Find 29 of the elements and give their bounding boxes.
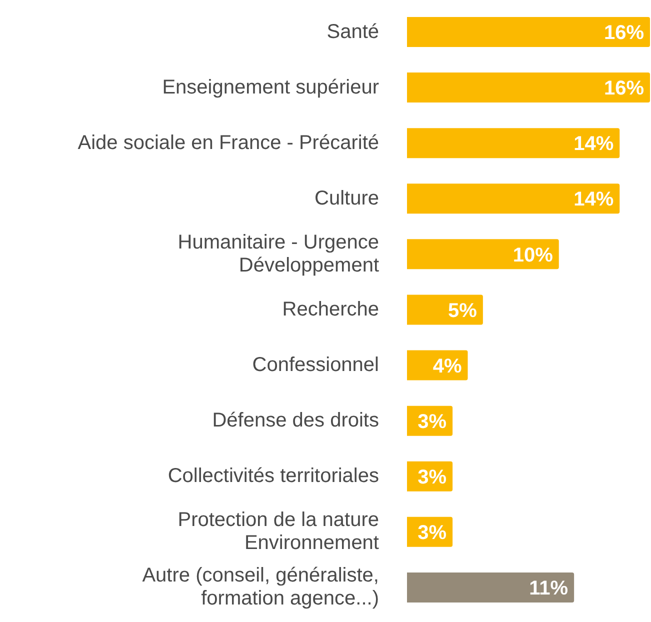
y-tick-label: Recherche — [282, 298, 379, 320]
y-tick-label: Autre (conseil, généraliste, formation agence...) — [142, 564, 379, 610]
bar — [407, 572, 574, 602]
y-tick-label: Santé — [326, 20, 379, 43]
y-tick-label: Protection de la nature Environnement — [178, 509, 380, 554]
data-label: 3% — [418, 466, 447, 488]
y-tick-label: Humanitaire - Urgence Développement — [178, 231, 380, 276]
data-label: 5% — [448, 300, 478, 322]
y-tick-label: Collectivités territoriales — [168, 465, 379, 488]
bar — [407, 239, 559, 270]
y-tick-label: Confessionnel — [252, 354, 379, 376]
y-tick-label: Défense des droits — [212, 410, 379, 432]
bar — [407, 294, 483, 325]
data-label: 3% — [418, 522, 447, 544]
data-label: 16% — [604, 78, 644, 100]
y-tick-label: Enseignement supérieur — [162, 76, 380, 98]
data-label: 4% — [432, 355, 462, 378]
data-label: 11% — [529, 578, 568, 600]
data-label: 14% — [574, 133, 614, 156]
data-label: 3% — [418, 410, 447, 433]
y-tick-label: Aide sociale en France - Précarité — [78, 132, 379, 154]
y-tick-label: Culture — [314, 187, 379, 210]
bar — [407, 128, 620, 158]
data-label: 16% — [604, 22, 644, 44]
data-label: 14% — [574, 188, 614, 211]
bar — [407, 184, 620, 214]
bar — [407, 17, 650, 47]
bar — [407, 72, 650, 103]
data-label: 10% — [512, 244, 554, 266]
